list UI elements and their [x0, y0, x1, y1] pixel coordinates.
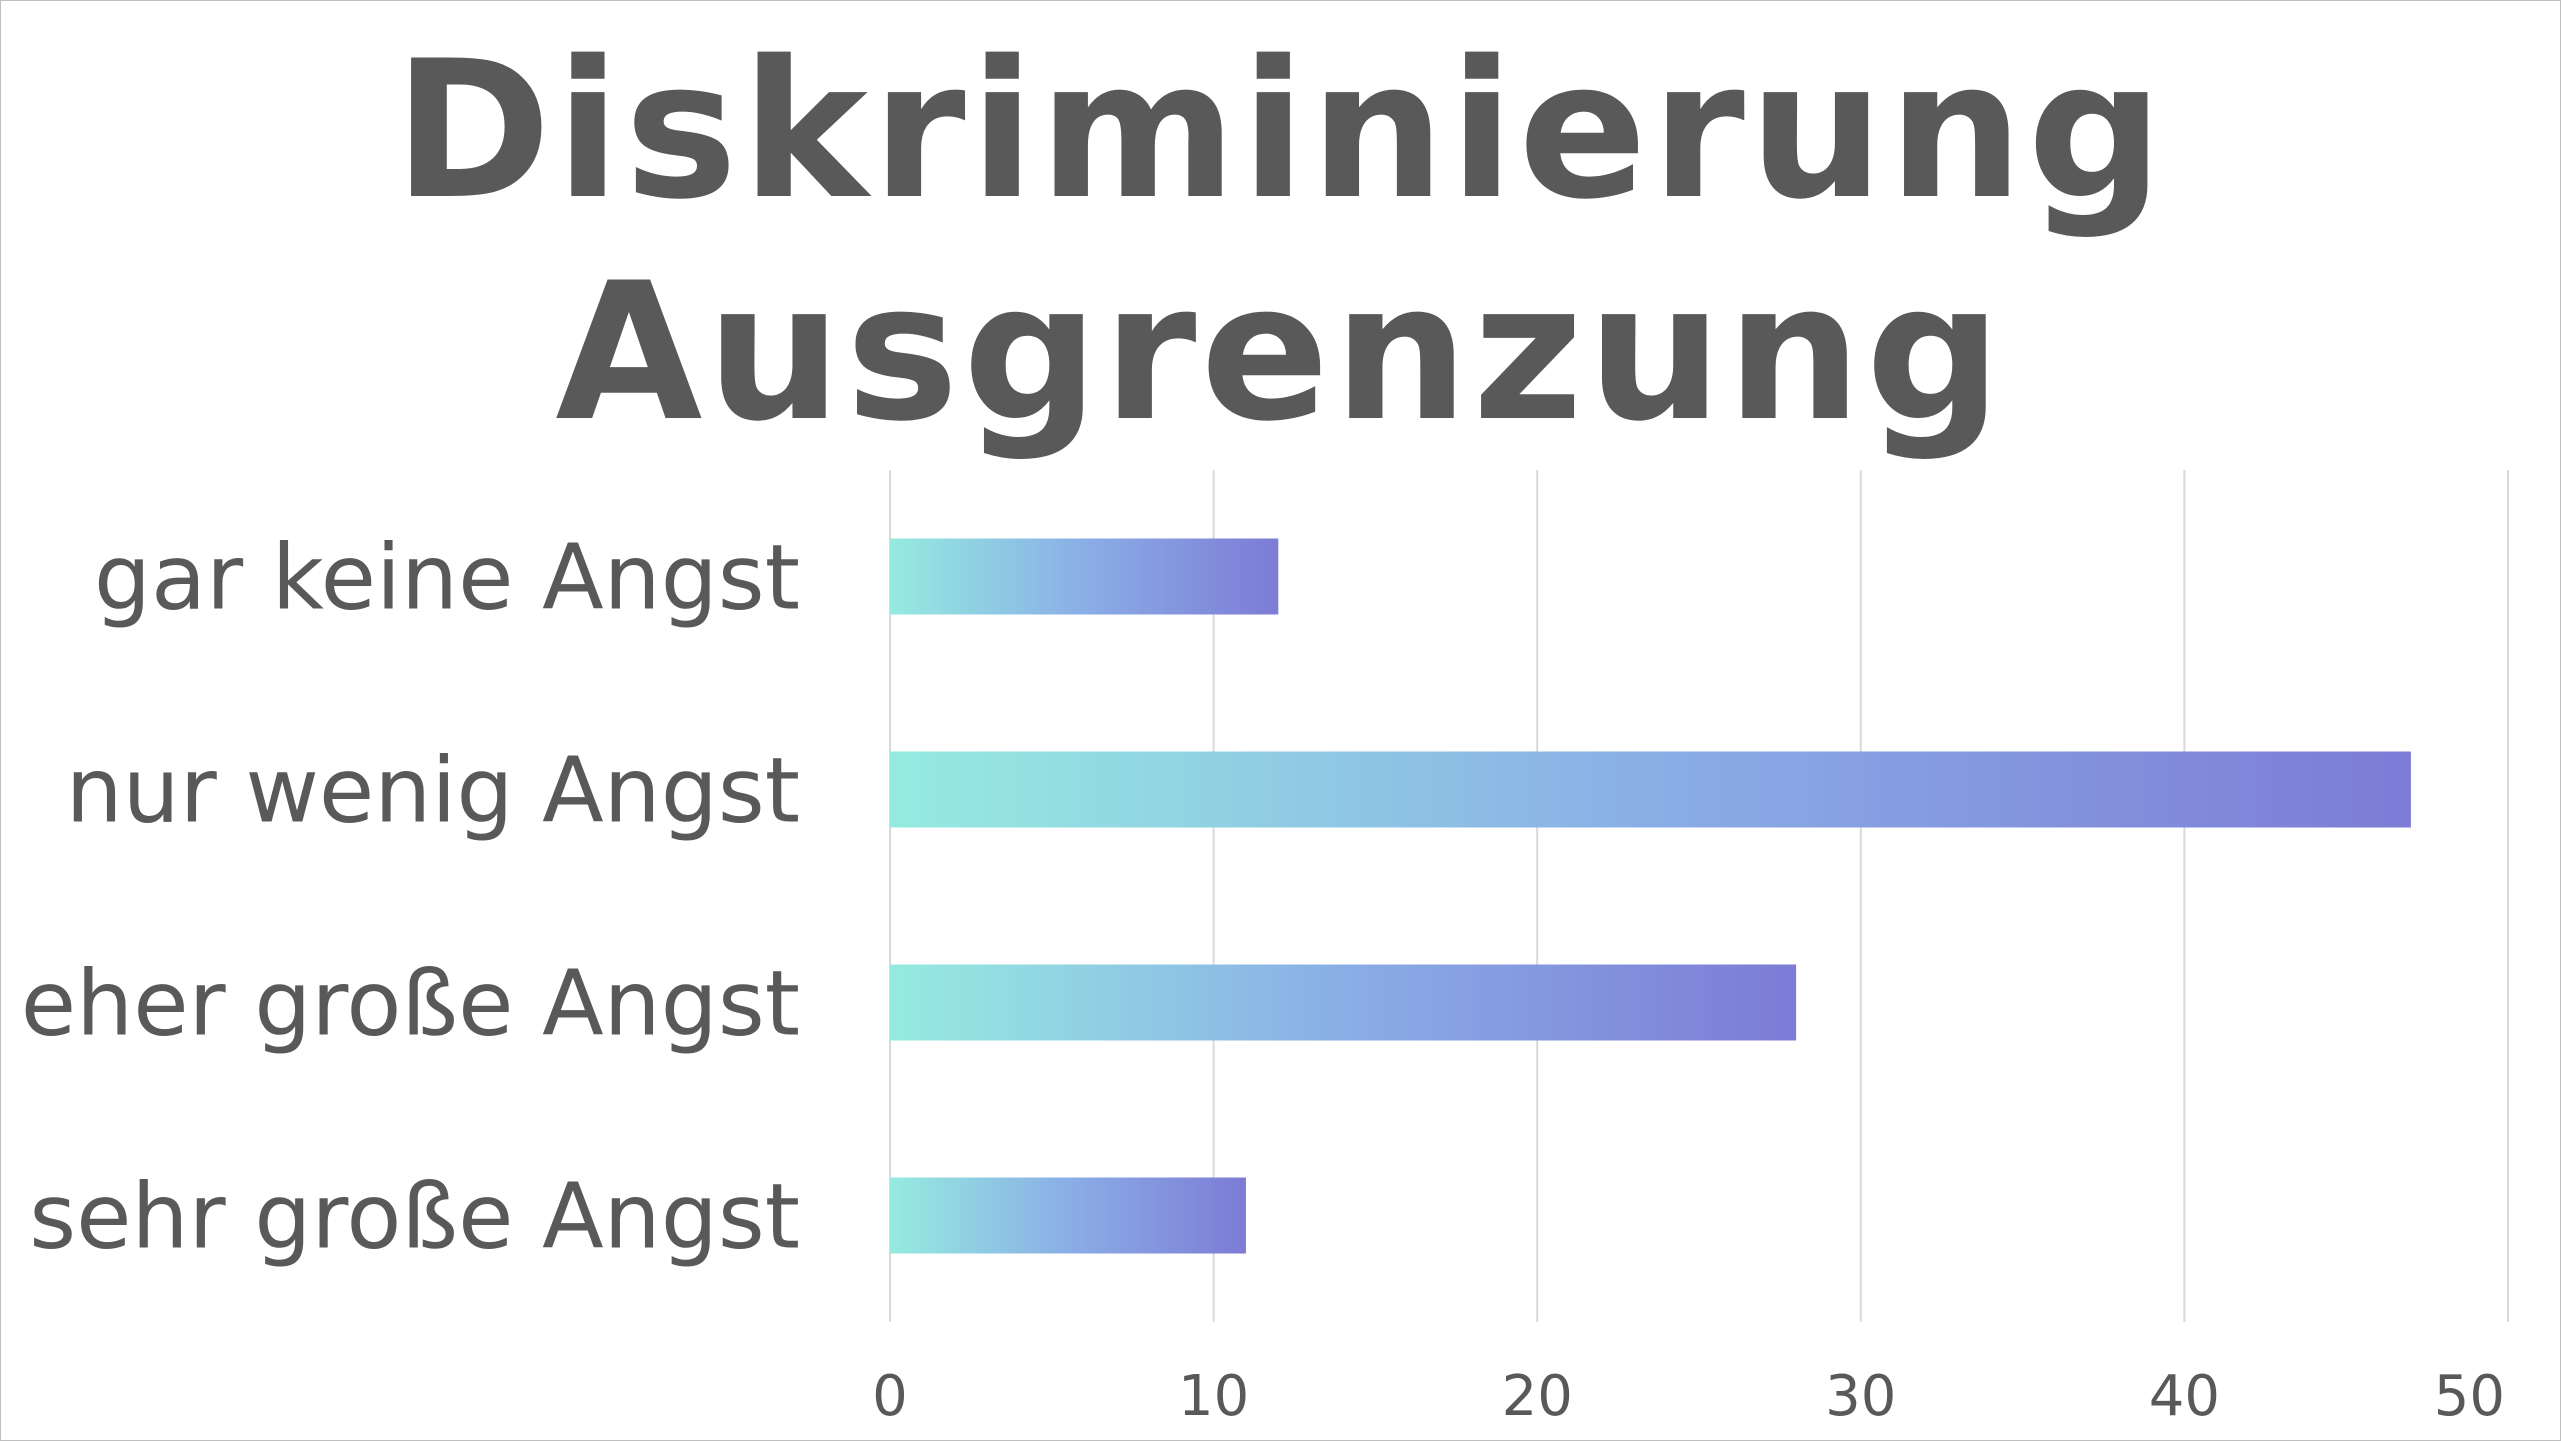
category-label-4: sehr große Angst: [29, 1165, 800, 1270]
bar-4: [890, 1177, 1246, 1254]
x-tick-label-40: 40: [2149, 1364, 2220, 1429]
chart-title: Diskriminierung Ausgrenzung: [0, 20, 2561, 464]
x-tick-label-20: 20: [1502, 1364, 1573, 1429]
x-axis-tick-labels: 0 10 20 30 40 50: [872, 1364, 2505, 1429]
category-label-3: eher große Angst: [21, 952, 800, 1057]
x-tick-label-0: 0: [872, 1364, 908, 1429]
category-labels: gar keine Angst nur wenig Angst eher große…: [21, 526, 800, 1270]
x-tick-label-50: 50: [2434, 1364, 2505, 1429]
bar-2: [890, 751, 2411, 828]
bars: [890, 538, 2411, 1254]
bar-1: [890, 538, 1279, 615]
category-label-2: nur wenig Angst: [66, 739, 800, 844]
x-tick-label-10: 10: [1178, 1364, 1249, 1429]
x-tick-label-30: 30: [1825, 1364, 1896, 1429]
chart-title-line-1: Diskriminierung: [393, 20, 2168, 241]
chart-title-line-2: Ausgrenzung: [555, 242, 2006, 463]
category-label-1: gar keine Angst: [94, 526, 800, 631]
bar-3: [890, 964, 1797, 1041]
